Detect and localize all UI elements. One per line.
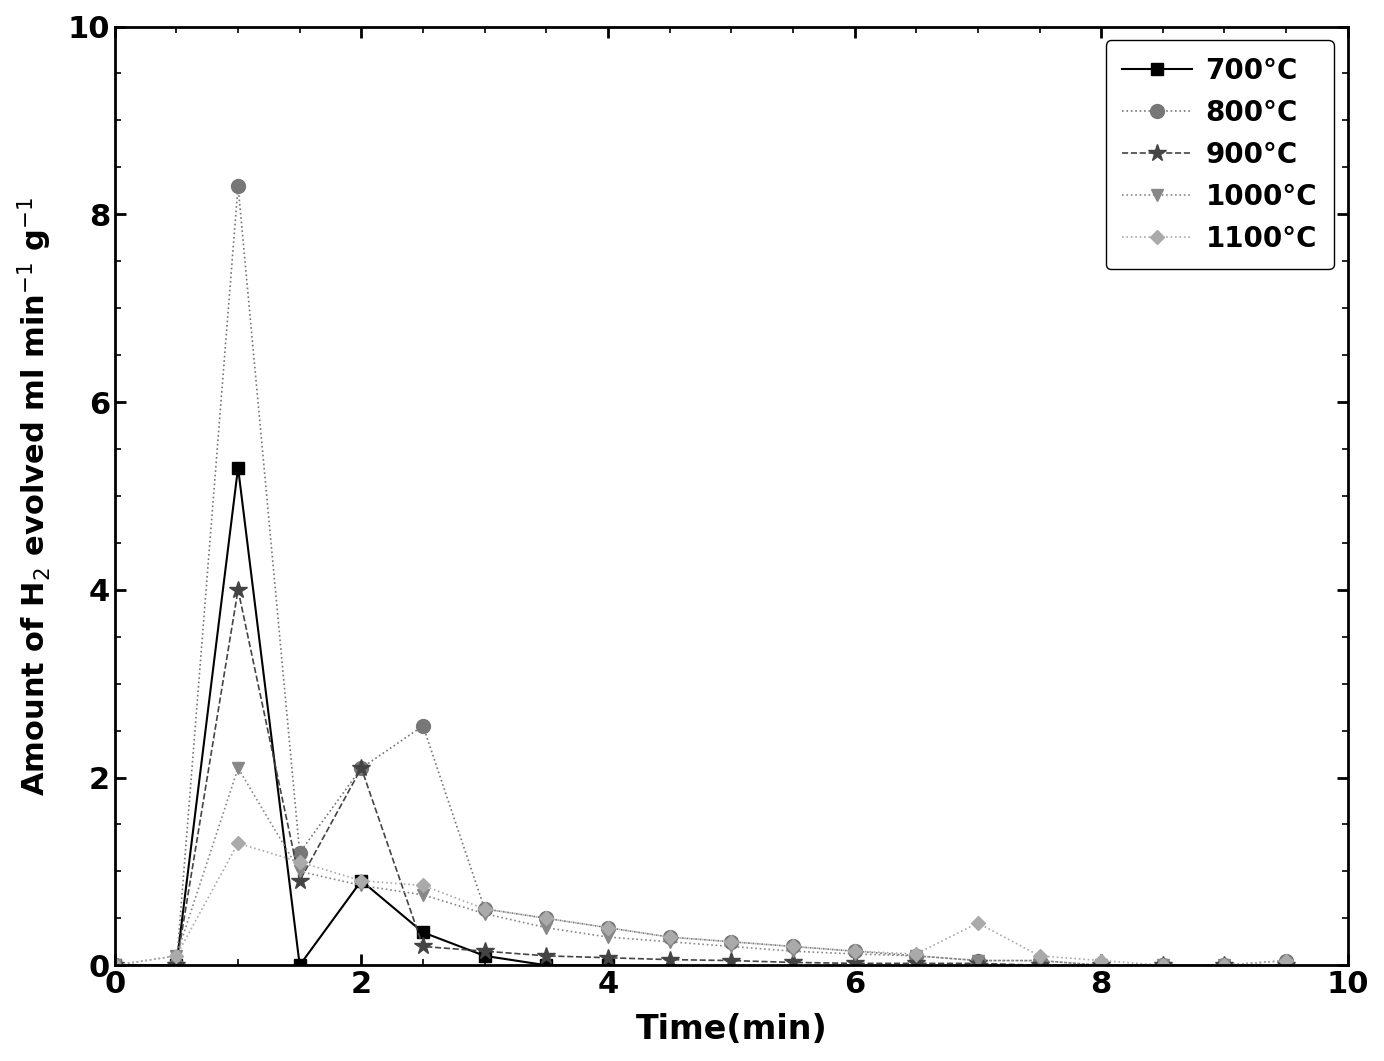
1000 <box>1093 959 1110 972</box>
800 <box>722 936 739 949</box>
1000 <box>1277 959 1294 972</box>
1100 <box>230 837 246 850</box>
900 <box>292 874 309 887</box>
1100 <box>538 912 555 925</box>
1100 <box>107 959 123 972</box>
900 <box>107 959 123 972</box>
900 <box>662 953 678 966</box>
1000 <box>353 880 370 892</box>
900 <box>353 762 370 775</box>
900 <box>1031 959 1048 972</box>
900 <box>230 584 246 596</box>
1100 <box>1217 959 1233 972</box>
700 <box>476 950 493 962</box>
800 <box>662 930 678 943</box>
Legend: 700°C, 800°C, 900°C, 1000°C, 1100°C: 700°C, 800°C, 900°C, 1000°C, 1100°C <box>1106 40 1334 269</box>
800 <box>292 847 309 859</box>
700 <box>599 959 616 972</box>
900 <box>1093 959 1110 972</box>
800 <box>167 959 184 972</box>
1100 <box>785 940 801 953</box>
1100 <box>353 874 370 887</box>
800 <box>1277 954 1294 967</box>
800 <box>785 940 801 953</box>
800 <box>970 954 987 967</box>
1100 <box>599 921 616 934</box>
1000 <box>415 888 432 901</box>
900 <box>846 957 862 970</box>
1100 <box>292 855 309 868</box>
1100 <box>908 947 925 960</box>
800 <box>415 719 432 732</box>
800 <box>538 912 555 925</box>
800 <box>1217 959 1233 972</box>
800 <box>1154 959 1171 972</box>
1000 <box>292 865 309 877</box>
1000 <box>846 947 862 960</box>
1000 <box>662 936 678 949</box>
1000 <box>908 950 925 962</box>
1000 <box>785 944 801 957</box>
800 <box>1031 954 1048 967</box>
900 <box>1277 959 1294 972</box>
Line: 1000: 1000 <box>108 762 1293 972</box>
1000 <box>722 940 739 953</box>
700 <box>538 959 555 972</box>
700 <box>107 959 123 972</box>
1000 <box>538 921 555 934</box>
900 <box>538 950 555 962</box>
900 <box>970 957 987 970</box>
900 <box>1154 959 1171 972</box>
900 <box>785 956 801 969</box>
Line: 1100: 1100 <box>109 838 1291 970</box>
Y-axis label: Amount of H$_2$ evolved ml min$^{-1}$ g$^{-1}$: Amount of H$_2$ evolved ml min$^{-1}$ g$… <box>15 196 54 796</box>
X-axis label: Time(min): Time(min) <box>635 1013 828 1046</box>
800 <box>846 944 862 957</box>
900 <box>908 957 925 970</box>
1100 <box>1154 959 1171 972</box>
1000 <box>970 954 987 967</box>
1100 <box>1093 954 1110 967</box>
900 <box>167 959 184 972</box>
1000 <box>599 930 616 943</box>
700 <box>415 926 432 939</box>
1100 <box>167 950 184 962</box>
800 <box>908 950 925 962</box>
900 <box>415 940 432 953</box>
900 <box>1217 959 1233 972</box>
Line: 700: 700 <box>108 462 614 972</box>
1100 <box>1031 950 1048 962</box>
Line: 800: 800 <box>108 179 1293 972</box>
1100 <box>722 936 739 949</box>
700 <box>230 462 246 474</box>
700 <box>353 874 370 887</box>
1100 <box>970 917 987 929</box>
900 <box>476 944 493 957</box>
1000 <box>1154 959 1171 972</box>
1000 <box>1217 959 1233 972</box>
800 <box>1093 959 1110 972</box>
1100 <box>662 930 678 943</box>
700 <box>292 959 309 972</box>
1100 <box>476 903 493 916</box>
800 <box>107 959 123 972</box>
1000 <box>230 762 246 775</box>
800 <box>599 921 616 934</box>
700 <box>167 959 184 972</box>
900 <box>599 952 616 964</box>
1100 <box>415 880 432 892</box>
Line: 900: 900 <box>105 580 1295 974</box>
1000 <box>167 950 184 962</box>
1100 <box>846 944 862 957</box>
1000 <box>107 959 123 972</box>
800 <box>476 903 493 916</box>
1000 <box>476 907 493 920</box>
800 <box>353 762 370 775</box>
1000 <box>1031 954 1048 967</box>
900 <box>722 954 739 967</box>
1100 <box>1277 954 1294 967</box>
800 <box>230 179 246 192</box>
